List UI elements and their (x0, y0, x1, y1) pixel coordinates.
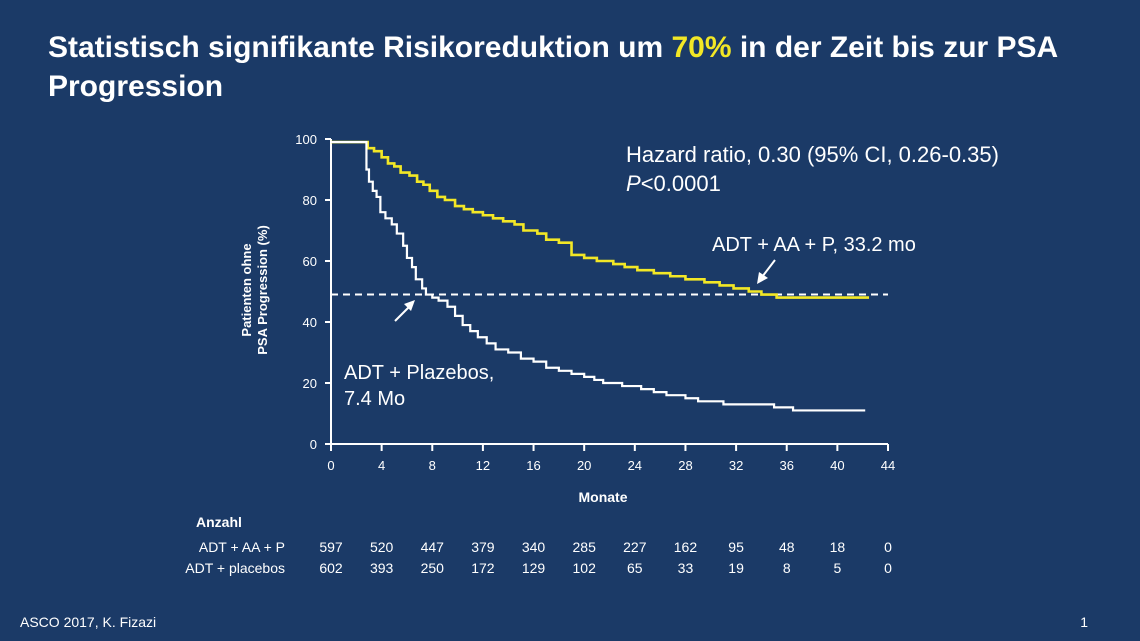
arrow-placebo-median (394, 300, 415, 322)
risk-table-heading: Anzahl (196, 514, 242, 530)
risk-table-cell: 379 (471, 539, 495, 555)
risk-table-cell: 0 (884, 560, 892, 576)
x-tick-label: 36 (779, 458, 793, 473)
page-number: 1 (1080, 614, 1088, 630)
risk-table-cell: 393 (370, 560, 394, 576)
risk-table-cell: 95 (728, 539, 744, 555)
km-curve-abiraterone (331, 140, 870, 299)
x-tick-label: 40 (830, 458, 844, 473)
risk-table-cell: 18 (830, 539, 846, 555)
risk-table-cell: 162 (674, 539, 698, 555)
chart-curves (331, 140, 888, 412)
x-tick-label: 32 (729, 458, 743, 473)
risk-table-cell: 172 (471, 560, 495, 576)
arrow-abiraterone-median (757, 259, 776, 284)
risk-table-cell: 602 (319, 560, 343, 576)
risk-table-cell: 5 (833, 560, 841, 576)
risk-table: Anzahl ADT + AA + P ADT + placebos 597 52… (185, 514, 892, 576)
y-axis-label-line1: Patienten ohne (239, 243, 254, 336)
risk-table-cell: 48 (779, 539, 795, 555)
x-tick-label: 8 (429, 458, 436, 473)
x-tick-label: 28 (678, 458, 692, 473)
p-value-text: P<0.0001 (626, 171, 721, 196)
risk-table-cell: 19 (728, 560, 744, 576)
slide-title: Statistisch signifikante Risikoreduktion… (48, 28, 1108, 106)
x-tick-label: 16 (526, 458, 540, 473)
title-pre: Statistisch signifikante Risikoreduktion… (48, 31, 672, 64)
risk-table-cell: 285 (573, 539, 597, 555)
risk-table-cell: 520 (370, 539, 394, 555)
risk-table-cell: 447 (421, 539, 445, 555)
risk-table-cell: 597 (319, 539, 343, 555)
x-tick-label: 20 (577, 458, 591, 473)
x-tick-label: 24 (628, 458, 642, 473)
p-value: <0.0001 (641, 171, 721, 196)
series-label-placebo-line2: 7.4 Mo (344, 388, 405, 410)
risk-table-cell: 250 (421, 560, 445, 576)
y-axis-label-line2: PSA Progression (%) (255, 225, 270, 355)
risk-table-cell: 33 (678, 560, 694, 576)
y-tick-label: 20 (303, 376, 317, 391)
chart-axes: 0 20 40 60 80 100 0 4 8 12 16 20 24 28 32 36 40 44 (295, 132, 895, 473)
risk-table-cell: 8 (783, 560, 791, 576)
risk-table-cell: 102 (573, 560, 597, 576)
title-highlight: 70% (671, 31, 732, 64)
p-symbol: P (626, 171, 641, 196)
x-tick-label: 44 (881, 458, 895, 473)
risk-table-cell: 340 (522, 539, 546, 555)
y-tick-label: 60 (303, 254, 317, 269)
y-tick-label: 80 (303, 193, 317, 208)
x-axis-label: Monate (579, 489, 628, 505)
km-curve-placebo (331, 140, 866, 412)
series-label-abiraterone: ADT + AA + P, 33.2 mo (712, 234, 916, 256)
x-tick-label: 0 (327, 458, 334, 473)
chart-labels: Patienten ohne PSA Progression (%) Monat… (239, 142, 999, 505)
series-label-placebo-line1: ADT + Plazebos, (344, 362, 494, 384)
risk-table-cell: 65 (627, 560, 643, 576)
risk-row-label: ADT + placebos (185, 560, 285, 576)
risk-table-cell: 129 (522, 560, 546, 576)
risk-table-cell: 0 (884, 539, 892, 555)
x-tick-label: 12 (476, 458, 490, 473)
footer-citation: ASCO 2017, K. Fizazi (20, 614, 157, 630)
y-tick-label: 0 (310, 437, 317, 452)
y-tick-label: 100 (295, 132, 317, 147)
x-tick-label: 4 (378, 458, 385, 473)
y-tick-label: 40 (303, 315, 317, 330)
risk-table-cell: 227 (623, 539, 647, 555)
title-post: in der Zeit bis zur PSA Progression (48, 31, 1058, 103)
hazard-ratio-text: Hazard ratio, 0.30 (95% CI, 0.26-0.35) (626, 142, 999, 167)
risk-row-label: ADT + AA + P (199, 539, 285, 555)
